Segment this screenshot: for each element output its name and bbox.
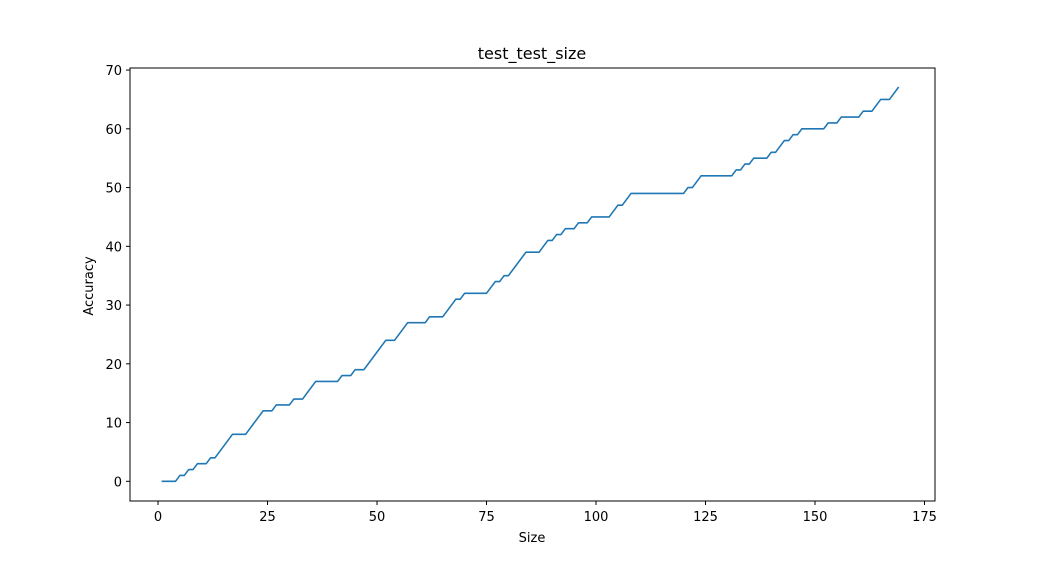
x-tick-label-125: 125 bbox=[693, 510, 718, 525]
y-tick-label-30: 30 bbox=[105, 299, 122, 314]
x-tick-label-50: 50 bbox=[369, 510, 386, 525]
y-tick-label-70: 70 bbox=[105, 64, 122, 79]
y-tick-label-0: 0 bbox=[114, 475, 122, 490]
x-tick-label-100: 100 bbox=[584, 510, 609, 525]
plot-frame bbox=[129, 67, 936, 502]
plot-area: 0 25 50 75 100 125 150 175 0 10 20 30 40 50 60 70 bbox=[105, 64, 936, 525]
series-line-0 bbox=[161, 86, 900, 483]
chart-title: test_test_size bbox=[478, 44, 586, 64]
x-tick-label-0: 0 bbox=[154, 510, 162, 525]
y-tick-label-50: 50 bbox=[105, 182, 122, 197]
y-tick-label-40: 40 bbox=[105, 240, 122, 255]
x-tick-label-175: 175 bbox=[912, 510, 937, 525]
y-tick-label-10: 10 bbox=[105, 417, 122, 432]
x-tick-label-150: 150 bbox=[803, 510, 828, 525]
x-axis-label: Size bbox=[519, 531, 546, 546]
y-tick-label-60: 60 bbox=[105, 123, 122, 138]
x-tick-label-75: 75 bbox=[478, 510, 495, 525]
x-tick-label-25: 25 bbox=[259, 510, 276, 525]
y-tick-label-20: 20 bbox=[105, 358, 122, 373]
y-axis-label: Accuracy bbox=[82, 256, 97, 316]
